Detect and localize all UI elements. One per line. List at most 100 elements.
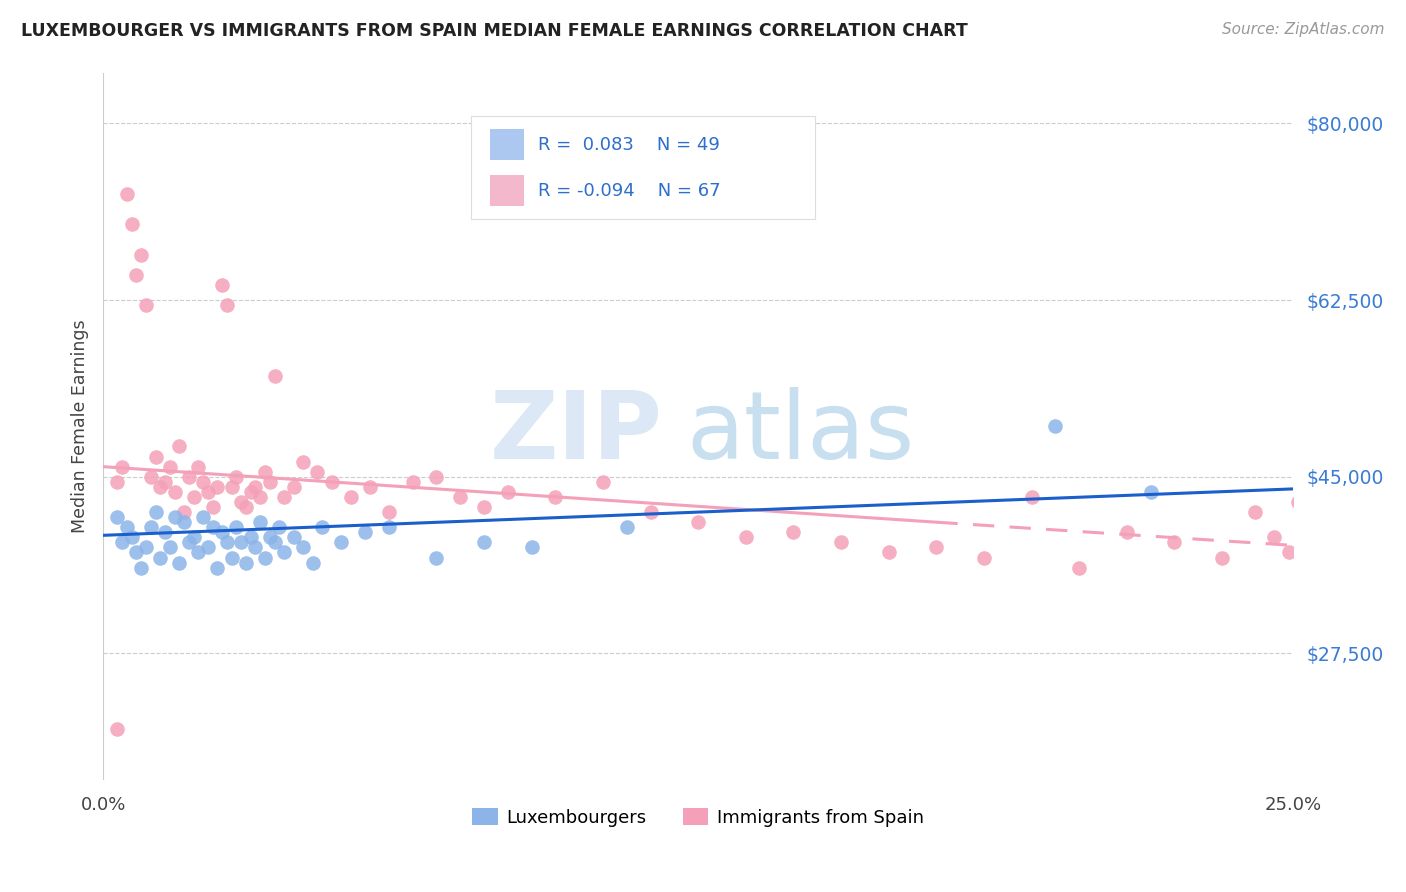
Point — [235, 556, 257, 570]
Point — [111, 459, 134, 474]
Point — [1286, 495, 1309, 509]
Point — [425, 550, 447, 565]
Point — [1069, 560, 1091, 574]
Point — [187, 459, 209, 474]
Point — [321, 475, 343, 489]
Point — [173, 515, 195, 529]
Point — [177, 535, 200, 549]
Point — [197, 541, 219, 555]
Point — [496, 484, 519, 499]
Point — [292, 541, 315, 555]
Point — [1021, 490, 1043, 504]
Point — [129, 560, 152, 574]
Point — [263, 535, 285, 549]
Point — [273, 490, 295, 504]
Point — [207, 480, 229, 494]
Point — [183, 490, 205, 504]
Text: LUXEMBOURGER VS IMMIGRANTS FROM SPAIN MEDIAN FEMALE EARNINGS CORRELATION CHART: LUXEMBOURGER VS IMMIGRANTS FROM SPAIN ME… — [21, 22, 967, 40]
Point — [973, 550, 995, 565]
Point — [520, 541, 543, 555]
Point — [239, 530, 262, 544]
Point — [221, 480, 243, 494]
Point — [259, 475, 281, 489]
Point — [111, 535, 134, 549]
Point — [221, 550, 243, 565]
Point — [401, 475, 423, 489]
Point — [273, 545, 295, 559]
Point — [253, 550, 276, 565]
Point — [734, 530, 756, 544]
Point — [139, 520, 162, 534]
Point — [107, 722, 129, 736]
Point — [135, 541, 157, 555]
Point — [149, 550, 172, 565]
Point — [207, 560, 229, 574]
Point — [249, 490, 271, 504]
Point — [145, 450, 167, 464]
Bar — [489, 129, 524, 160]
Point — [269, 520, 291, 534]
Point — [115, 520, 138, 534]
Point — [301, 556, 323, 570]
Point — [121, 530, 143, 544]
Text: Source: ZipAtlas.com: Source: ZipAtlas.com — [1222, 22, 1385, 37]
Point — [135, 298, 157, 312]
Point — [107, 475, 129, 489]
Point — [283, 530, 305, 544]
Point — [235, 500, 257, 514]
Point — [153, 525, 176, 540]
Point — [197, 484, 219, 499]
Point — [115, 187, 138, 202]
Point — [129, 248, 152, 262]
Point — [145, 505, 167, 519]
Point — [782, 525, 804, 540]
Y-axis label: Median Female Earnings: Median Female Earnings — [72, 319, 89, 533]
Point — [159, 541, 181, 555]
Point — [1045, 419, 1067, 434]
Point — [201, 500, 224, 514]
Point — [354, 525, 377, 540]
Point — [125, 545, 148, 559]
Point — [544, 490, 567, 504]
Point — [211, 525, 233, 540]
Point — [1244, 505, 1267, 519]
Point — [245, 480, 267, 494]
Bar — [489, 176, 524, 206]
Point — [191, 510, 214, 524]
Point — [187, 545, 209, 559]
Point — [359, 480, 381, 494]
Text: R =  0.083    N = 49: R = 0.083 N = 49 — [538, 136, 720, 153]
Point — [425, 469, 447, 483]
Point — [877, 545, 900, 559]
Point — [307, 465, 329, 479]
Point — [292, 455, 315, 469]
Point — [830, 535, 852, 549]
Point — [231, 495, 253, 509]
Point — [640, 505, 662, 519]
Point — [339, 490, 361, 504]
Point — [139, 469, 162, 483]
Point — [231, 535, 253, 549]
Point — [688, 515, 710, 529]
Point — [177, 469, 200, 483]
Point — [259, 530, 281, 544]
Point — [925, 541, 948, 555]
Point — [201, 520, 224, 534]
Point — [1139, 484, 1161, 499]
Point — [472, 500, 495, 514]
Point — [149, 480, 172, 494]
Point — [225, 469, 247, 483]
Point — [169, 440, 191, 454]
Point — [449, 490, 471, 504]
Text: ZIP: ZIP — [489, 387, 662, 479]
Point — [263, 368, 285, 383]
Point — [1211, 550, 1233, 565]
Point — [173, 505, 195, 519]
Legend: Luxembourgers, Immigrants from Spain: Luxembourgers, Immigrants from Spain — [465, 801, 931, 834]
Point — [183, 530, 205, 544]
Point — [245, 541, 267, 555]
Point — [215, 298, 238, 312]
Point — [225, 520, 247, 534]
Point — [159, 459, 181, 474]
Point — [121, 218, 143, 232]
